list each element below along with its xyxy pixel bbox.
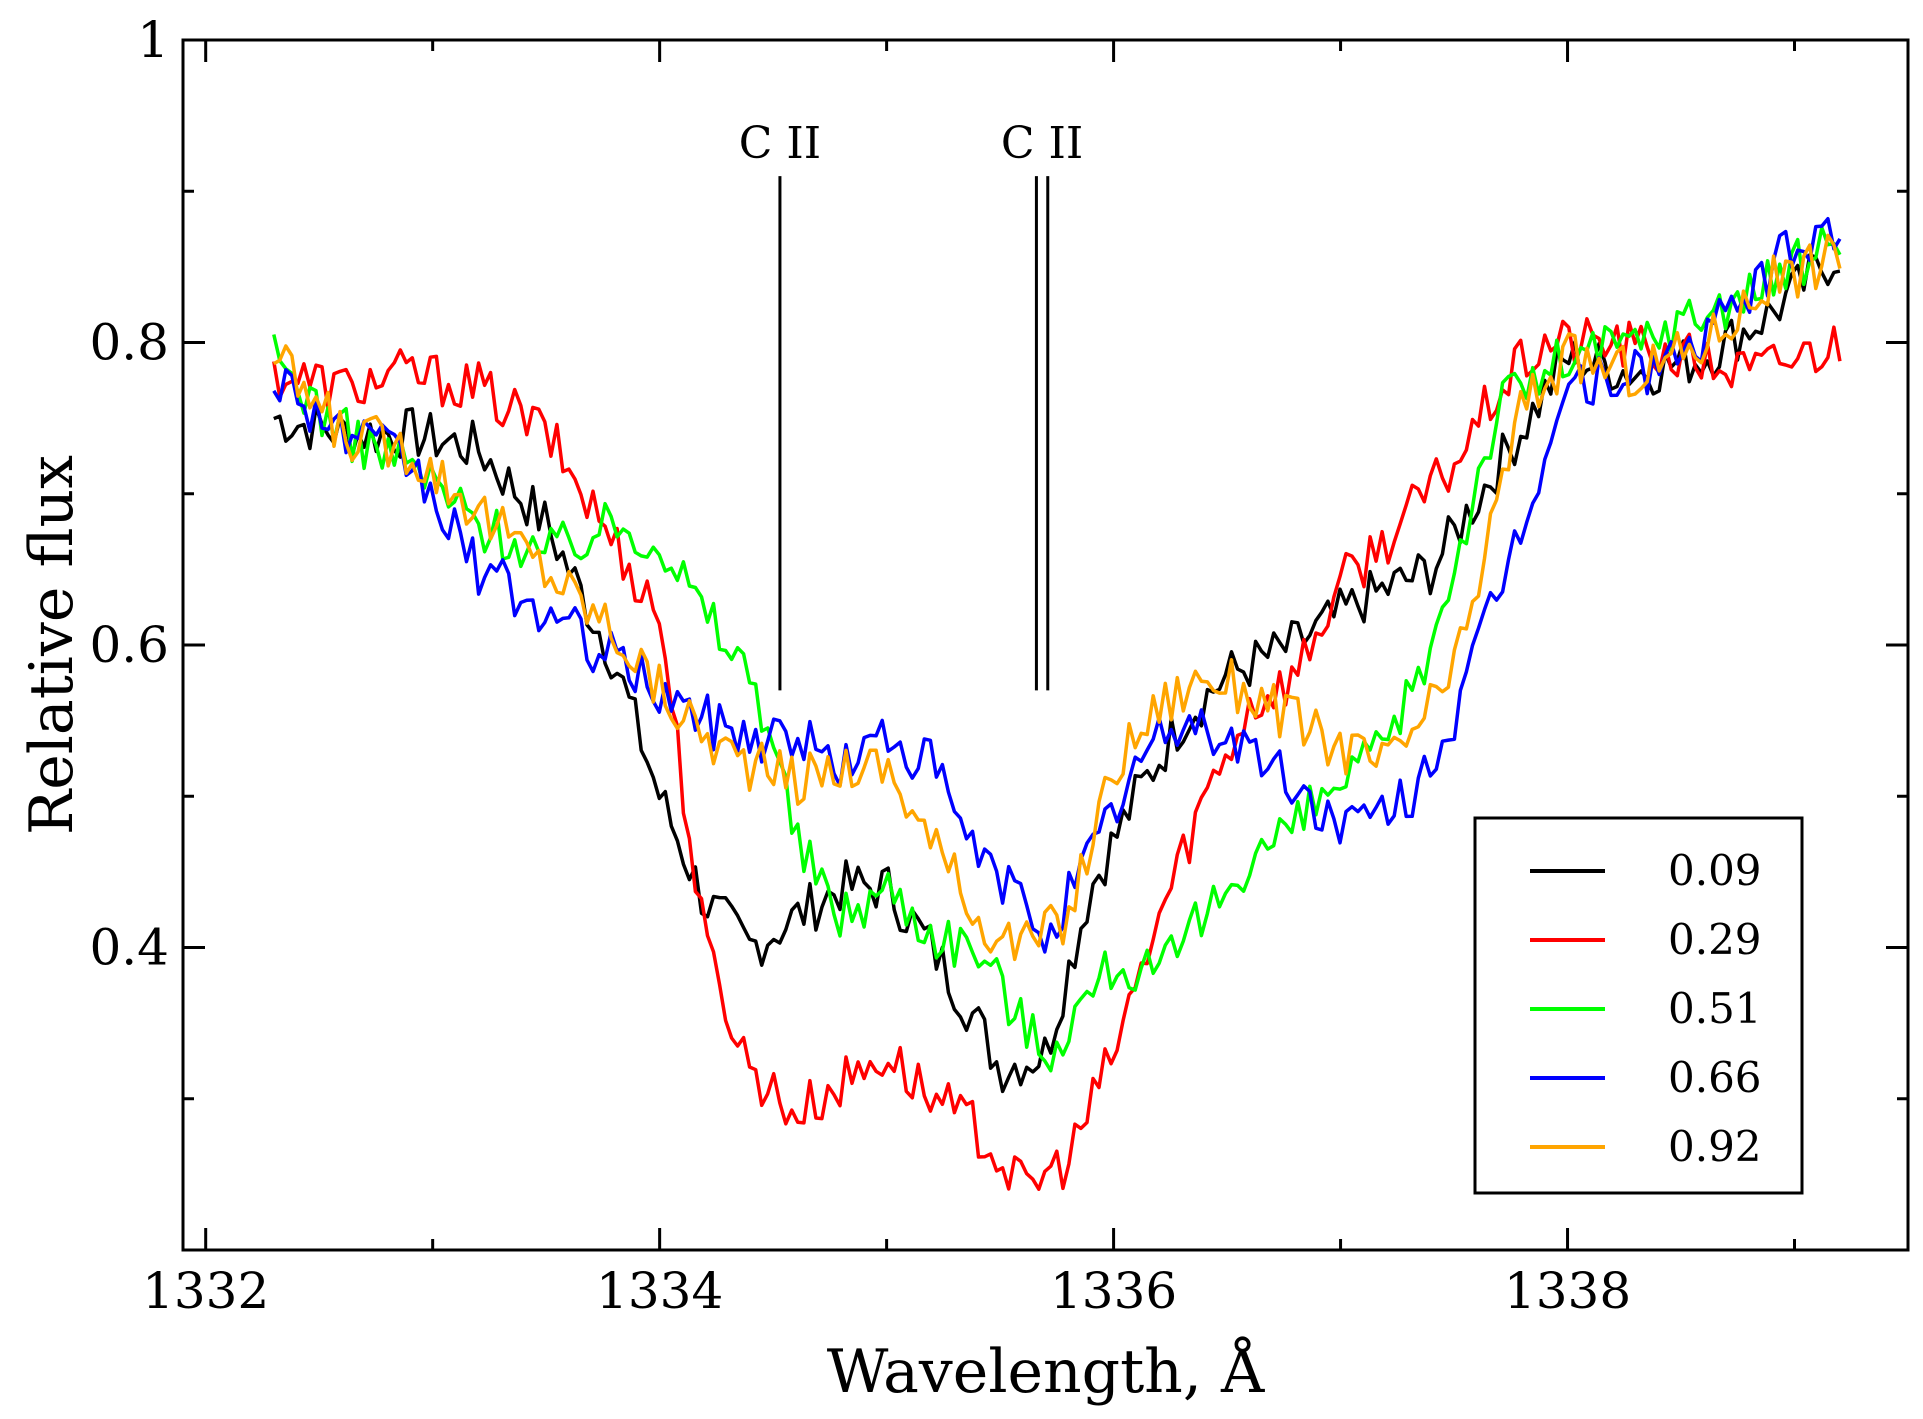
legend-label-0.51: 0.51 <box>1668 984 1762 1033</box>
annotation-label-c-ii: C II <box>739 118 821 169</box>
y-axis-title: Relative flux <box>17 455 87 835</box>
x-axis-title: Wavelength, Å <box>827 1336 1265 1407</box>
legend-label-0.09: 0.09 <box>1668 846 1762 895</box>
x-tick-label: 1334 <box>596 1262 723 1320</box>
y-tick-label: 0.4 <box>89 919 169 977</box>
axis-ticks: 1332 1334 1336 1338 0.4 0.6 0.8 1 <box>89 11 1908 1320</box>
x-tick-label: 1338 <box>1504 1262 1631 1320</box>
annotation-label-c-ii: C II <box>1001 118 1083 169</box>
legend-box <box>1473 816 1804 1195</box>
line-annotations: C II C II <box>739 118 1083 691</box>
series-layer <box>272 216 1842 1191</box>
x-tick-label: 1336 <box>1050 1262 1177 1320</box>
y-tick-label: 0.8 <box>89 314 169 372</box>
legend: 0.09 0.29 0.51 0.66 0.92 <box>1473 816 1804 1195</box>
x-tick-label: 1332 <box>142 1262 269 1320</box>
y-tick-label: 0.6 <box>89 616 169 674</box>
series-line-0.92 <box>272 233 1842 962</box>
legend-label-0.66: 0.66 <box>1668 1053 1762 1102</box>
y-tick-label: 1 <box>137 11 169 69</box>
legend-label-0.92: 0.92 <box>1668 1122 1762 1171</box>
series-line-0.51 <box>272 225 1842 1073</box>
legend-label-0.29: 0.29 <box>1668 915 1762 964</box>
